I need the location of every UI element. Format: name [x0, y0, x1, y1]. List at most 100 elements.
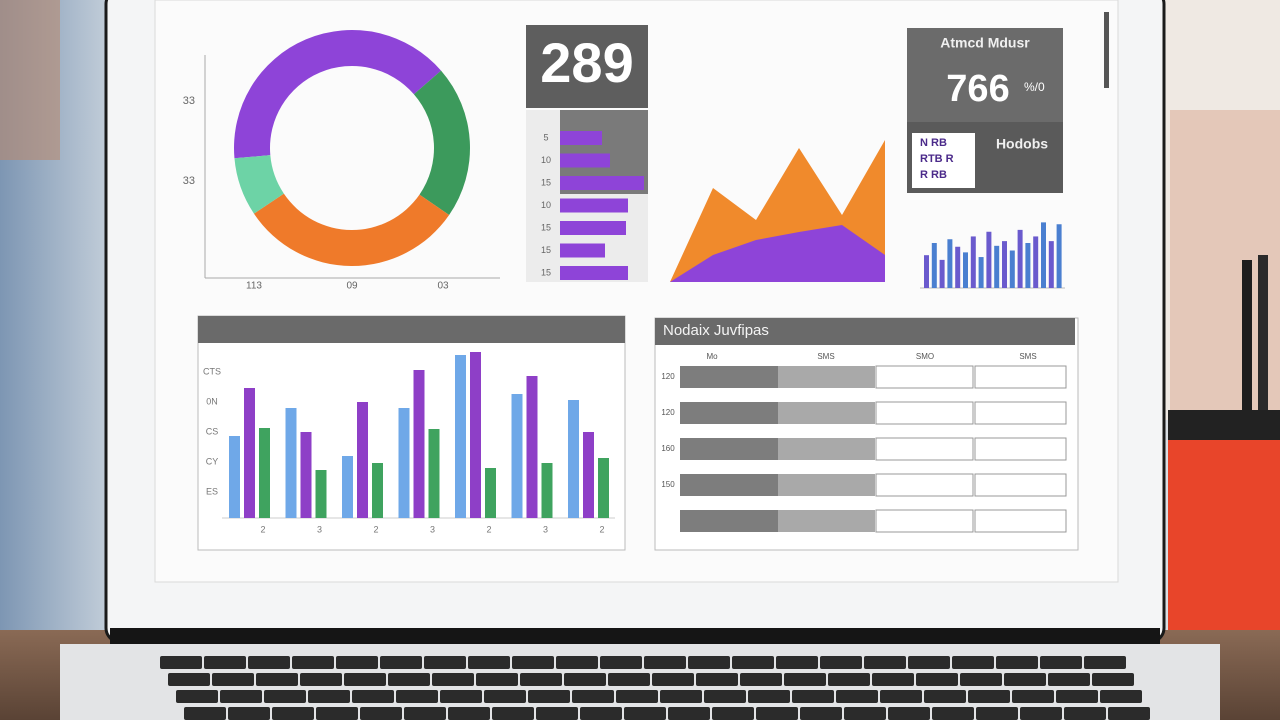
kpi-badge [912, 133, 975, 188]
bar [526, 376, 538, 518]
donut-segment [234, 155, 284, 214]
axis-label: CY [206, 456, 219, 466]
mini-bar [1041, 222, 1046, 288]
cell-bar-dark [680, 366, 778, 388]
cell [974, 365, 1067, 389]
key [1100, 690, 1142, 703]
key [380, 656, 422, 669]
key [976, 707, 1018, 720]
row-label: 120 [661, 408, 675, 417]
cell [875, 509, 974, 533]
key [448, 707, 490, 720]
mini-bar [924, 255, 929, 288]
mini-bar [1009, 250, 1015, 288]
donut-chart [234, 30, 470, 266]
key [652, 673, 694, 686]
key [872, 673, 914, 686]
key [1004, 673, 1046, 686]
cell [875, 437, 974, 461]
bar [357, 402, 368, 518]
mini-bar [1056, 224, 1062, 288]
bar [470, 352, 481, 518]
panel-header [198, 316, 625, 343]
cell-bar-dark [680, 438, 778, 460]
key [776, 656, 818, 669]
mini-bar [970, 236, 976, 288]
axis-label: ES [206, 486, 218, 496]
bar [342, 456, 353, 518]
mini-bar [1017, 229, 1023, 288]
bar [229, 436, 240, 518]
key [748, 690, 790, 703]
key [960, 673, 1002, 686]
key [740, 673, 782, 686]
axis-label: 09 [346, 281, 358, 292]
bar [511, 394, 523, 518]
mini-bar [955, 246, 961, 288]
key [556, 656, 598, 669]
key [308, 690, 350, 703]
key [908, 656, 950, 669]
key [528, 690, 570, 703]
key [404, 707, 446, 720]
donut-segment [253, 193, 450, 266]
key [168, 673, 210, 686]
key [512, 656, 554, 669]
key [836, 690, 878, 703]
bar [568, 400, 579, 518]
key [624, 707, 666, 720]
cell-bar-dark [680, 510, 778, 532]
key [688, 656, 730, 669]
key [916, 673, 958, 686]
key [800, 707, 842, 720]
mini-bar [1002, 241, 1007, 288]
mini-bar-chart [920, 222, 1065, 289]
kpi-badge-text: R RB [920, 169, 947, 181]
mini-bar [986, 231, 992, 288]
key [1048, 673, 1090, 686]
key [476, 673, 518, 686]
key [864, 656, 906, 669]
mini-bar [994, 245, 1000, 288]
key [704, 690, 746, 703]
key [1108, 707, 1150, 720]
axis-label: 33 [183, 95, 195, 107]
cell [974, 401, 1067, 425]
mini-bar [1025, 243, 1031, 288]
kpi-badge-text: RTB R [920, 153, 954, 165]
key [344, 673, 386, 686]
scrollbar [1104, 12, 1109, 88]
cell [875, 365, 974, 389]
key [600, 656, 642, 669]
key [160, 656, 202, 669]
pen [1258, 255, 1268, 430]
hbar [560, 153, 610, 168]
hbar-label: 15 [541, 222, 551, 232]
key [1056, 690, 1098, 703]
key [248, 656, 290, 669]
bar [285, 408, 297, 518]
key [272, 707, 314, 720]
key [668, 707, 710, 720]
key [228, 707, 270, 720]
kpi-card [526, 25, 648, 108]
key [828, 673, 870, 686]
key [256, 673, 298, 686]
axis-label: CTS [203, 366, 221, 376]
table-title: Nodaix Juvfipas [663, 322, 769, 339]
mini-bar [963, 252, 968, 288]
hbar-label: 15 [541, 177, 551, 187]
key [292, 656, 334, 669]
key [564, 673, 606, 686]
pen [1242, 260, 1252, 430]
bar [398, 408, 410, 518]
key [968, 690, 1010, 703]
row-label: 120 [661, 372, 675, 381]
kpi-label: Hodobs [996, 136, 1048, 152]
key [1064, 707, 1106, 720]
key [712, 707, 754, 720]
key [572, 690, 614, 703]
x-tick-label: 2 [486, 524, 491, 534]
hbar-label: 10 [541, 155, 551, 165]
